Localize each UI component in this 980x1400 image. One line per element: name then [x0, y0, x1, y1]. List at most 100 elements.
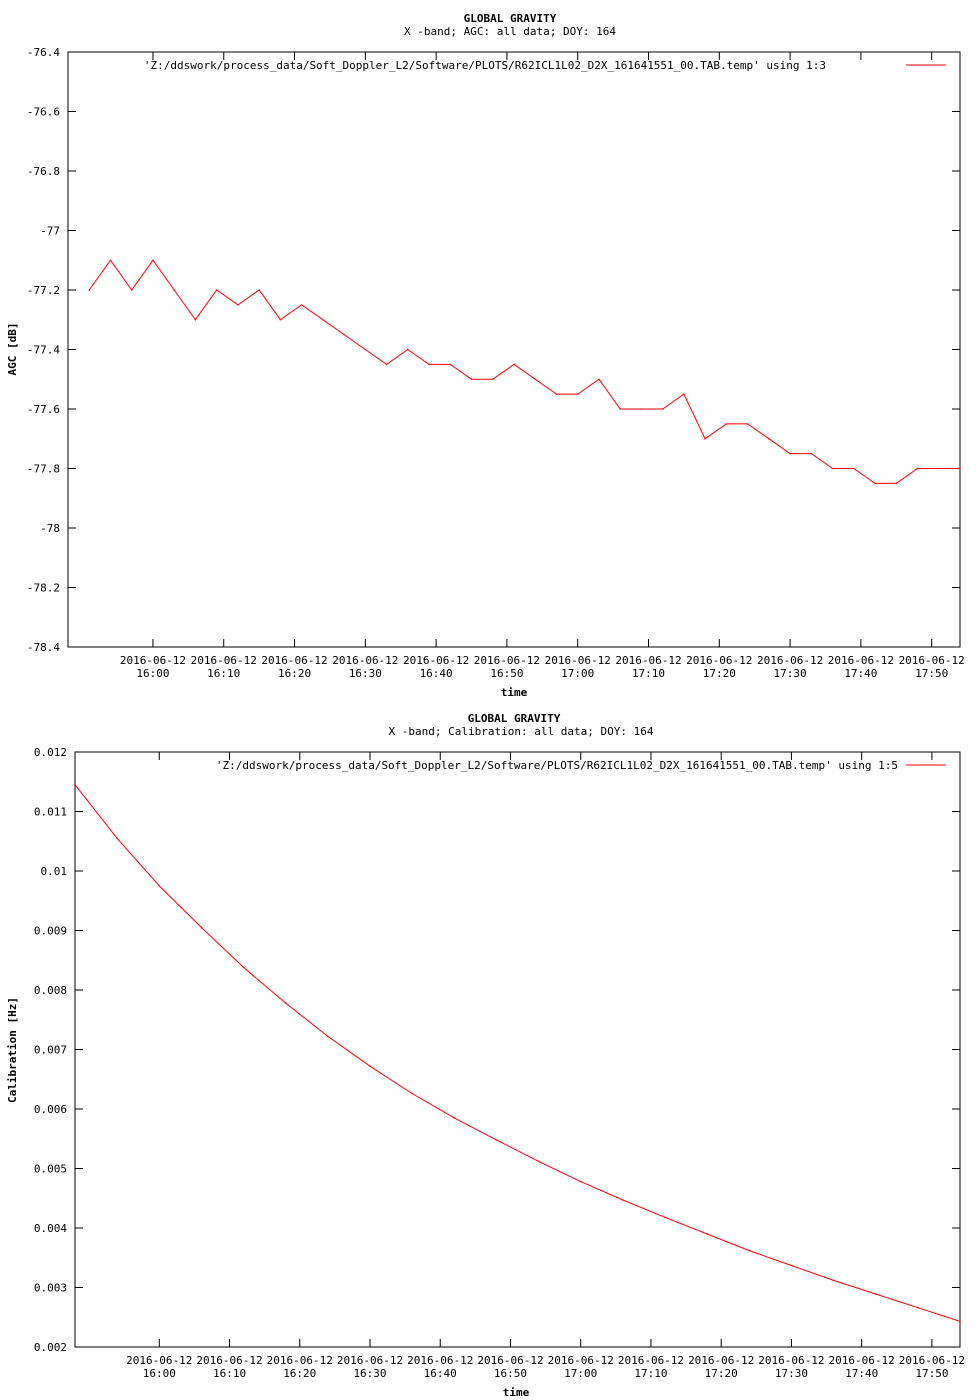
- chart1-x-tick-date: 2016-06-12: [545, 654, 611, 667]
- chart2-x-tick-time: 17:00: [564, 1367, 597, 1380]
- chart2-x-tick-date: 2016-06-12: [477, 1354, 543, 1367]
- chart1-x-tick-date: 2016-06-12: [615, 654, 681, 667]
- chart1-data-point: [534, 378, 537, 381]
- chart2-data-point: [495, 1139, 498, 1141]
- chart2-y-tick-label: 0.009: [34, 925, 67, 938]
- chart1-data-point: [937, 467, 940, 470]
- chart1-y-tick-label: -78.2: [27, 582, 60, 595]
- chart2-subtitle: X -band; Calibration: all data; DOY: 164: [389, 725, 654, 738]
- chart1-data-point: [428, 363, 430, 366]
- chart1-data-point: [768, 437, 770, 440]
- chart2-y-tick-label: 0.012: [34, 746, 67, 759]
- chart2-legend-label: 'Z:/ddswork/process_data/Soft_Doppler_L2…: [216, 759, 898, 772]
- chart1-data-point: [322, 318, 324, 321]
- chart1-x-tick-time: 17:20: [703, 667, 736, 680]
- chart1-x-tick-date: 2016-06-12: [474, 654, 540, 667]
- chart1-x-tick-time: 16:00: [136, 667, 169, 680]
- chart1-data-point: [300, 304, 303, 306]
- chart2-data-point: [790, 1264, 793, 1267]
- chart1-legend-label: 'Z:/ddswork/process_data/Soft_Doppler_L2…: [144, 59, 826, 72]
- chart1-y-tick-label: -76.6: [27, 106, 60, 119]
- chart1-data-point: [130, 289, 133, 291]
- chart1-y-tick-label: -77.4: [27, 344, 60, 357]
- chart1-y-tick-label: -76.4: [27, 46, 60, 59]
- chart2-data-point: [411, 1092, 413, 1095]
- chart1-data-point: [109, 259, 112, 262]
- chart2-data-point: [832, 1279, 835, 1282]
- chart2-y-tick-label: 0.011: [34, 806, 67, 819]
- chart2-x-tick-date: 2016-06-12: [126, 1354, 192, 1367]
- chart2-plot-frame: [74, 751, 961, 1348]
- chart2-series: [74, 783, 961, 1323]
- chart2-x-tick-time: 16:30: [353, 1367, 386, 1380]
- chart1-data-point: [152, 259, 154, 262]
- chart1-y-tick-label: -77: [40, 225, 60, 238]
- chart1-data-point: [385, 363, 388, 366]
- chart2-x-tick-time: 16:40: [424, 1367, 457, 1380]
- chart1-data-point: [640, 408, 643, 410]
- chart1-x-tick-date: 2016-06-12: [686, 654, 752, 667]
- chart1-data-point: [194, 318, 197, 321]
- chart1-data-point: [619, 408, 621, 410]
- chart2-data-point: [242, 966, 245, 969]
- chart2-x-tick-date: 2016-06-12: [267, 1354, 333, 1367]
- chart1-subtitle: X -band; AGC: all data; DOY: 164: [404, 25, 616, 38]
- chart1-data-point: [704, 437, 706, 440]
- chart1-x-tick-date: 2016-06-12: [261, 654, 327, 667]
- chart1-data-point: [237, 304, 239, 306]
- chart2-data-point: [622, 1199, 624, 1201]
- chart2-x-tick-time: 16:20: [283, 1367, 316, 1380]
- chart1-data-point: [215, 289, 218, 291]
- chart1-x-axis-label: time: [501, 686, 528, 699]
- chart1-data-point: [683, 393, 685, 395]
- chart2-title: GLOBAL GRAVITY: [468, 712, 561, 725]
- chart1-data-point: [407, 348, 409, 351]
- chart2-data-point: [200, 926, 203, 929]
- chart1-data-point: [576, 393, 579, 395]
- chart2-data-point: [116, 837, 118, 840]
- chart1-y-tick-label: -78.4: [27, 641, 60, 654]
- chart1-y-tick-label: -77.2: [27, 284, 60, 297]
- chart2-y-axis-label: Calibration [Hz]: [6, 997, 19, 1103]
- chart2-x-tick-time: 17:10: [634, 1367, 667, 1380]
- chart2-data-point: [664, 1216, 666, 1219]
- chart2-y-tick-label: 0.008: [34, 984, 67, 997]
- chart2-series-line: [74, 784, 961, 1322]
- chart1-ticks: -76.4 -76.6 -76.8 -77 -77.2 -77.4 -77.6 -77.8 -7…: [27, 46, 965, 680]
- chart2-x-tick-time: 16:10: [213, 1367, 246, 1380]
- chart2-y-tick-label: 0.003: [34, 1282, 67, 1295]
- chart1-y-tick-label: -77.6: [27, 403, 60, 416]
- chart2-data-point: [706, 1233, 708, 1235]
- chart2-y-tick-label: 0.007: [34, 1044, 67, 1057]
- chart2-ticks: 0.012 0.011 0.01 0.009 0.008 0.007 0.006 0.005 0…: [34, 746, 965, 1380]
- chart1-data-point: [449, 363, 452, 366]
- chart1-series-line: [88, 259, 960, 484]
- chart2-data-point: [579, 1180, 582, 1183]
- chart1-y-axis-label: AGC [dB]: [6, 323, 19, 376]
- chart1-data-point: [258, 289, 260, 291]
- chart1-x-tick-date: 2016-06-12: [757, 654, 823, 667]
- chart1-x-tick-date: 2016-06-12: [120, 654, 186, 667]
- chart1-data-point: [874, 482, 876, 485]
- chart2-data-point: [874, 1293, 877, 1295]
- chart1-x-tick-time: 16:30: [349, 667, 382, 680]
- chart2-data-point: [327, 1035, 329, 1038]
- chart2-data-point: [158, 885, 161, 887]
- chart1-x-tick-time: 16:20: [278, 667, 311, 680]
- chart2-x-tick-date: 2016-06-12: [899, 1354, 965, 1367]
- chart2-y-tick-label: 0.002: [34, 1341, 67, 1354]
- chart2-y-tick-label: 0.01: [41, 865, 68, 878]
- chart2-data-point: [959, 1320, 961, 1323]
- chart2-x-tick-time: 17:50: [915, 1367, 948, 1380]
- chart1-data-point: [491, 378, 494, 381]
- chart1-data-point: [555, 393, 558, 395]
- chart1-data-point: [959, 467, 961, 470]
- chart1-data-point: [598, 378, 600, 381]
- chart2-x-tick-date: 2016-06-12: [618, 1354, 684, 1367]
- chart1-data-point: [810, 452, 813, 455]
- chart1-data-point: [279, 318, 282, 321]
- chart2-x-tick-date: 2016-06-12: [337, 1354, 403, 1367]
- chart1-data-point: [725, 423, 728, 425]
- chart1-x-tick-time: 16:40: [420, 667, 453, 680]
- chart2-x-tick-time: 17:20: [705, 1367, 738, 1380]
